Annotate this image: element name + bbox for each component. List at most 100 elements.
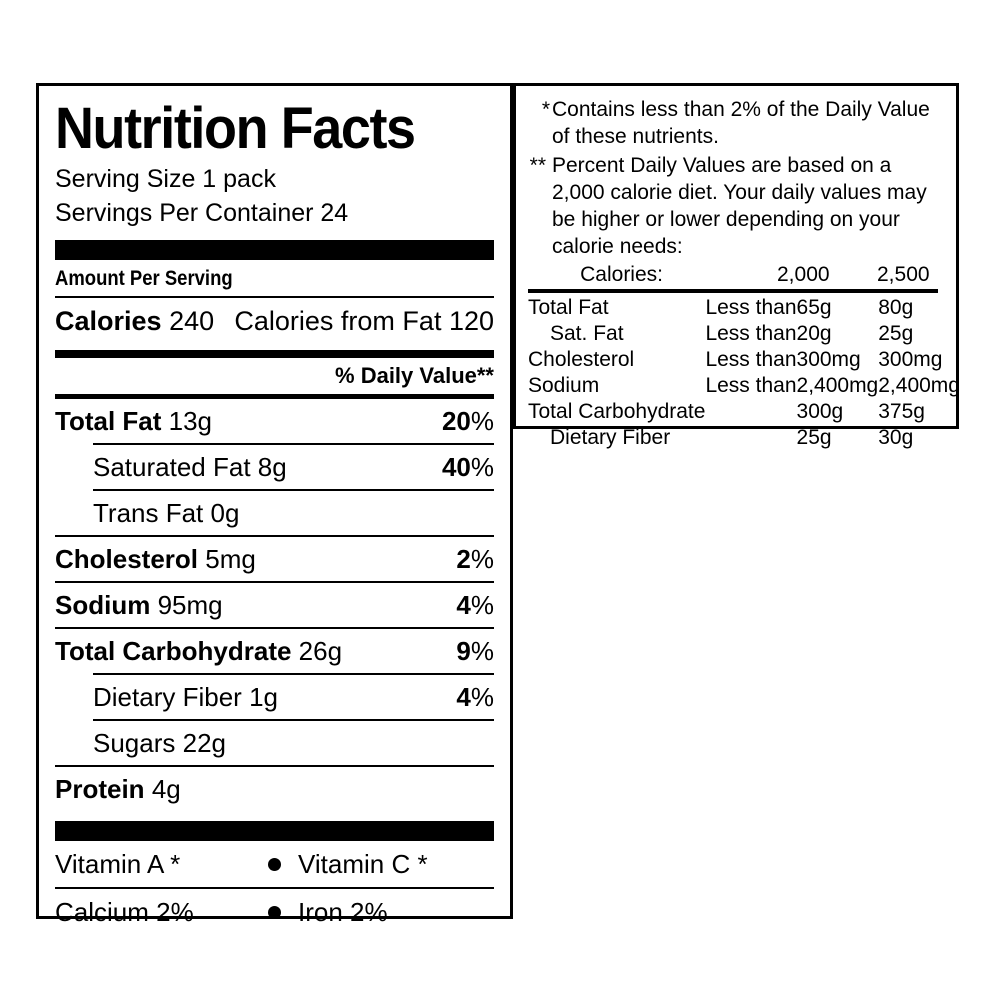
reference-nutrient-name: Cholesterol [528,348,635,371]
divider-under-daily-value-header [55,394,494,399]
calories-row: Calories 240 Calories from Fat 120 [55,298,494,344]
asterisk-marker-single: * [541,98,550,121]
divider-row-6 [93,673,494,675]
daily-value-percent-sign: % [470,682,494,712]
vitamin-left-label: Calcium 2% [55,897,194,927]
nutrient-name: Total Fat [55,406,162,436]
daily-value-percent-sign: % [470,406,494,436]
divider-row-8 [55,765,494,767]
reference-nutrient-name: Total Carbohydrate [528,400,706,423]
nutrient-row: Cholesterol 5mg 2% [55,537,494,581]
reference-table-row: Dietary Fiber 25g 30g [528,425,960,451]
divider-under-amount-per-serving [55,296,494,298]
bullet-dot-icon [251,905,298,919]
daily-value-number: 4 [456,590,471,620]
reference-nutrient-name: Sat. Fat [550,322,624,345]
footnote-double-asterisk: ** Percent Daily Values are based on a 2… [528,152,944,260]
reference-nutrient-name: Dietary Fiber [550,426,671,449]
nutrient-row: Protein 4g [55,767,494,811]
nutrient-row: Saturated Fat 8g 40% [55,445,494,489]
divider-row-3 [55,535,494,537]
daily-value-percent-sign: % [470,636,494,666]
nutrient-daily-value: 9% [456,629,494,673]
reference-nutrient-name: Total Fat [528,296,609,319]
nutrient-amount: 26g [298,636,343,666]
nutrient-label-group: Total Fat 13g [55,399,212,443]
nutrient-row: Total Fat 13g 20% [55,399,494,443]
nutrition-facts-panel: Nutrition Facts Serving Size 1 pack Serv… [36,83,513,927]
daily-value-header: % Daily Value** [335,363,494,388]
divider-thick-top [55,240,494,260]
divider-thick-before-vitamins [55,821,494,841]
reference-qualifier [705,425,796,451]
nutrient-amount: 5mg [205,544,256,574]
header-spacer [669,262,777,288]
nutrient-amount: 8g [257,452,287,482]
footnote-single-asterisk: * Contains less than 2% of the Daily Val… [528,96,944,150]
reference-value-2000: 300g [796,400,844,423]
nutrient-rows-container: Total Fat 13g 20% Saturated Fat 8g 40% Trans… [55,399,494,811]
header-col-2000: 2,000 [777,263,830,286]
nutrient-name: Trans Fat [93,498,204,528]
nutrient-label-group: Sugars 22g [93,721,226,765]
footnote-double-asterisk-text: Percent Daily Values are based on a 2,00… [552,154,927,258]
nutrient-row: Sugars 22g [55,721,494,765]
nutrient-amount: 4g [151,774,181,804]
calories-value: 240 [169,306,215,336]
page-title: Nutrition Facts [55,96,416,161]
vitamin-right-label: Vitamin C * [298,849,428,879]
nutrient-name: Dietary Fiber [93,682,242,712]
vitamin-row: Vitamin A * Vitamin C * [55,841,494,887]
divider-row-1 [93,443,494,445]
nutrient-name: Protein [55,774,145,804]
bullet-dot-shape [268,857,281,871]
divider-vitamin-1 [55,887,494,889]
reference-table-row: Total Carbohydrate 300g 375g [528,399,960,425]
bullet-dot-icon [251,857,298,871]
servings-per-container-line: Servings Per Container 24 [55,199,349,227]
bullet-dot-shape [268,905,281,919]
nutrient-name: Saturated Fat [93,452,251,482]
daily-value-number: 40 [441,452,471,482]
reference-nutrient-name: Sodium [528,374,600,397]
daily-value-percent-sign: % [470,590,494,620]
nutrient-name: Sodium [55,590,151,620]
reference-qualifier: Less than [705,374,797,397]
nutrient-name: Cholesterol [55,544,199,574]
reference-value-2000: 65g [796,296,832,319]
nutrient-row: Dietary Fiber 1g 4% [55,675,494,719]
reference-value-2000: 20g [796,322,832,345]
nutrient-label-group: Saturated Fat 8g [93,445,287,489]
footnote-single-asterisk-text: Contains less than 2% of the Daily Value… [552,98,930,148]
daily-values-reference-body: Total Fat Less than 65g 80g Sat. Fat Less tha… [528,295,960,451]
calories-label: Calories [55,306,162,336]
nutrient-daily-value: 40% [442,445,494,489]
daily-value-percent-sign: % [470,452,494,482]
divider-row-7 [93,719,494,721]
nutrient-row: Total Carbohydrate 26g 9% [55,629,494,673]
nutrient-amount: 22g [182,728,227,758]
asterisk-marker-double: ** [529,154,546,177]
reference-value-2000: 300mg [796,348,861,371]
reference-table-row: Cholesterol Less than 300mg 300mg [528,347,960,373]
nutrient-daily-value: 2% [456,537,494,581]
reference-table-row: Sodium Less than 2,400mg 2,400mg [528,373,960,399]
divider-under-table-header [528,289,938,293]
reference-value-2500: 30g [878,426,914,449]
reference-table-row: Total Fat Less than 65g 80g [528,295,960,321]
calories-from-fat: Calories from Fat 120 [234,306,494,336]
amount-per-serving-heading: Amount Per Serving [55,267,233,290]
vitamin-left-label: Vitamin A * [55,849,181,879]
daily-value-number: 20 [441,406,471,436]
vitamin-row: Calcium 2% Iron 2% [55,889,494,935]
vitamin-right-label: Iron 2% [298,897,388,927]
nutrient-row: Trans Fat 0g [55,491,494,535]
nutrient-label-group: Trans Fat 0g [93,491,239,535]
divider-row-5 [55,627,494,629]
divider-under-calories [55,350,494,358]
table-header-row: Calories: 2,000 2,500 [528,262,944,288]
nutrient-daily-value: 4% [456,583,494,627]
reference-table-row: Sat. Fat Less than 20g 25g [528,321,960,347]
reference-value-2500: 25g [878,322,914,345]
reference-qualifier: Less than [705,348,797,371]
